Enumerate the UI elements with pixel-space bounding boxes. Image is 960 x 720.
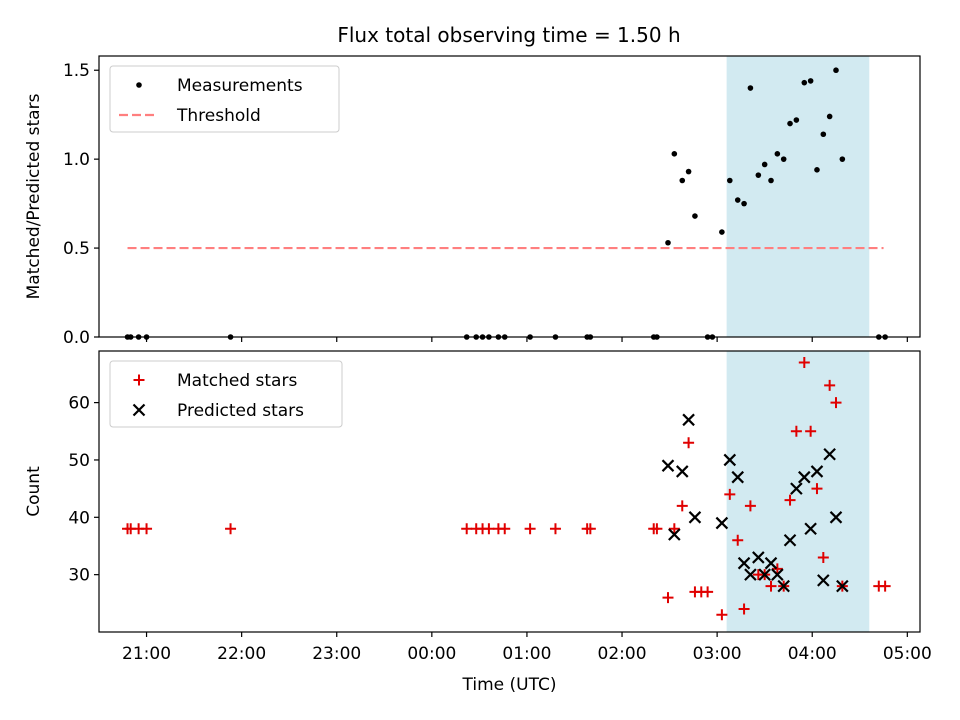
measurement-point <box>672 151 678 157</box>
x-tick-label: 22:00 <box>217 644 266 664</box>
y-tick-label: 0.0 <box>63 328 90 348</box>
measurement-point <box>692 213 698 219</box>
measurement-point <box>794 117 800 123</box>
measurement-point <box>719 229 725 235</box>
x-tick-label: 21:00 <box>122 644 171 664</box>
x-tick-label: 23:00 <box>312 644 361 664</box>
y-axis-label: Count <box>24 466 44 517</box>
chart-title: Flux total observing time = 1.50 h <box>337 23 680 47</box>
y-tick-label: 0.5 <box>63 239 90 259</box>
measurement-point <box>787 121 793 127</box>
x-tick-label: 05:00 <box>883 644 932 664</box>
y-tick-label: 40 <box>68 508 90 528</box>
measurement-point <box>833 67 839 73</box>
measurement-point <box>665 240 671 246</box>
y-tick-label: 60 <box>68 394 90 414</box>
measurement-point <box>768 178 774 184</box>
observing-span <box>727 56 870 337</box>
y-tick-label: 50 <box>68 451 90 471</box>
measurement-point <box>821 131 827 137</box>
measurement-point <box>727 178 733 184</box>
measurement-point <box>814 167 820 173</box>
measurement-point <box>827 114 833 120</box>
measurement-point <box>735 197 741 203</box>
y-tick-label: 1.5 <box>63 61 90 81</box>
legend: Measurements Threshold <box>110 66 339 132</box>
measurement-point <box>801 80 807 86</box>
legend-label: Matched stars <box>177 371 297 391</box>
x-tick-label: 02:00 <box>598 644 647 664</box>
measurement-point <box>808 78 814 84</box>
measurement-point <box>686 169 692 175</box>
measurement-point <box>775 151 781 157</box>
y-axis-label: Matched/Predicted stars <box>24 93 44 299</box>
x-axis-label: Time (UTC) <box>462 675 557 695</box>
legend-label: Predicted stars <box>177 401 304 421</box>
x-tick-label: 03:00 <box>693 644 742 664</box>
y-tick-label: 30 <box>68 566 90 586</box>
legend-marker-measurements <box>136 82 142 88</box>
x-tick-label: 04:00 <box>788 644 837 664</box>
measurement-point <box>679 178 685 184</box>
measurement-point <box>781 156 787 162</box>
measurement-point <box>741 201 747 207</box>
figure: Flux total observing time = 1.50 h 0.0 0.… <box>0 0 960 720</box>
x-tick-label: 01:00 <box>502 644 551 664</box>
measurement-point <box>756 172 762 178</box>
legend-label: Threshold <box>176 106 261 126</box>
x-tick-label: 00:00 <box>407 644 456 664</box>
measurement-point <box>840 156 846 162</box>
legend: Matched stars Predicted stars <box>110 361 342 427</box>
y-tick-label: 1.0 <box>63 150 90 170</box>
legend-label: Measurements <box>177 76 303 96</box>
measurement-point <box>748 85 754 91</box>
measurement-point <box>762 162 768 168</box>
